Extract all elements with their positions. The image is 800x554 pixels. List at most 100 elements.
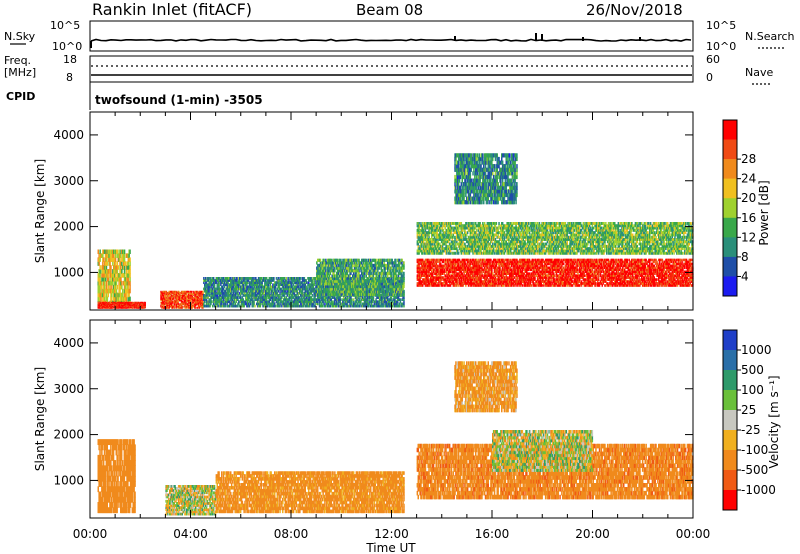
- power-echo-cell: [120, 306, 122, 308]
- power-echo-cell: [226, 287, 228, 291]
- power-echo-cell: [104, 273, 107, 278]
- power-echo-cell: [203, 287, 205, 291]
- power-echo-cell: [280, 294, 282, 297]
- power-echo-cell: [272, 296, 274, 299]
- power-echo-cell: [227, 304, 229, 308]
- power-echo-cell: [258, 287, 261, 291]
- power-echo-cell: [139, 305, 141, 307]
- power-echo-cell: [352, 269, 355, 273]
- power-echo-cell: [359, 296, 361, 299]
- power-echo-cell: [326, 304, 329, 308]
- power-echo-cell: [121, 296, 123, 302]
- power-echo-cell: [370, 283, 373, 287]
- power-echo-cell: [371, 266, 374, 270]
- power-echo-cell: [354, 290, 357, 294]
- power-echo-cell: [325, 290, 327, 294]
- power-echo-cell: [195, 292, 197, 294]
- power-echo-cell: [253, 279, 255, 282]
- power-echo-cell: [322, 258, 324, 262]
- power-echo-cell: [242, 298, 244, 302]
- power-echo-cell: [285, 279, 288, 282]
- power-echo-cell: [343, 277, 346, 281]
- power-echo-cell: [291, 296, 294, 299]
- power-echo-cell: [116, 249, 119, 255]
- power-echo-cell: [320, 287, 323, 291]
- power-echo-cell: [362, 302, 365, 306]
- power-echo-cell: [263, 296, 265, 299]
- power-echo-cell: [142, 307, 145, 309]
- power-echo-cell: [325, 300, 327, 304]
- power-echo-cell: [295, 298, 297, 302]
- power-echo-cell: [112, 280, 114, 286]
- power-echo-cell: [109, 303, 111, 305]
- power-echo-cell: [366, 298, 368, 302]
- power-echo-cell: [259, 285, 262, 289]
- power-echo-cell: [343, 287, 346, 291]
- power-echo-cell: [190, 293, 193, 296]
- power-echo-cell: [262, 304, 264, 308]
- power-echo-cell: [304, 285, 306, 289]
- power-echo-cell: [386, 298, 388, 302]
- power-echo-cell: [118, 301, 120, 303]
- power-echo-cell: [370, 292, 372, 296]
- power-echo-cell: [337, 285, 340, 289]
- power-echo-cell: [368, 263, 370, 268]
- power-echo-cell: [358, 304, 360, 308]
- power-echo-cell: [202, 300, 204, 303]
- power-echo-cell: [100, 302, 102, 304]
- power-echo-cell: [138, 301, 140, 303]
- power-echo-cell: [304, 287, 306, 291]
- power-echo-cell: [231, 296, 234, 299]
- power-echo-cell: [339, 296, 341, 299]
- power-echo-cell: [393, 294, 395, 297]
- power-echo-cell: [371, 287, 374, 291]
- power-echo-cell: [327, 282, 330, 286]
- power-echo-cell: [253, 298, 255, 302]
- power-echo-cell: [323, 285, 325, 289]
- power-echo-cell: [335, 296, 338, 299]
- power-echo-cell: [129, 257, 131, 262]
- power-echo-cell: [161, 301, 163, 304]
- power-echo-cell: [354, 271, 357, 276]
- power-echo-cell: [333, 296, 335, 299]
- power-echo-cell: [370, 271, 372, 276]
- power-echo-cell: [246, 277, 248, 280]
- power-echo-cell: [185, 295, 187, 298]
- power-echo-cell: [221, 285, 223, 289]
- power-echo-cell: [349, 287, 351, 291]
- power-echo-cell: [344, 266, 347, 270]
- power-echo-cell: [340, 292, 342, 296]
- power-echo-cell: [258, 277, 261, 280]
- power-echo-cell: [350, 304, 352, 308]
- power-echo-cell: [191, 300, 193, 303]
- power-echo-cell: [324, 300, 326, 304]
- power-echo-cell: [315, 294, 317, 297]
- power-echo-cell: [331, 292, 333, 296]
- power-echo-cell: [343, 302, 345, 306]
- power-echo-cell: [201, 303, 203, 306]
- power-echo-cell: [174, 292, 177, 294]
- power-echo-cell: [105, 273, 108, 278]
- power-echo-cell: [322, 285, 324, 289]
- power-echo-cell: [186, 306, 188, 309]
- power-echo-cell: [318, 298, 321, 302]
- power-echo-cell: [363, 266, 366, 270]
- power-echo-cell: [320, 277, 323, 281]
- power-echo-cell: [316, 292, 318, 296]
- power-echo-cell: [197, 292, 200, 294]
- power-echo-cell: [287, 289, 289, 293]
- power-echo-cell: [375, 298, 377, 302]
- power-echo-cell: [204, 304, 206, 308]
- power-echo-cell: [363, 258, 366, 262]
- power-echo-cell: [167, 301, 169, 304]
- power-echo-cell: [319, 296, 322, 299]
- power-echo-cell: [112, 269, 114, 274]
- power-echo-cell: [335, 292, 338, 296]
- power-echo-cell: [97, 249, 100, 255]
- power-echo-cell: [293, 300, 296, 304]
- power-echo-cell: [169, 305, 171, 308]
- power-echo-cell: [239, 287, 242, 291]
- power-echo-cell: [233, 294, 236, 297]
- power-echo-cell: [244, 302, 246, 306]
- power-echo-cell: [301, 304, 304, 308]
